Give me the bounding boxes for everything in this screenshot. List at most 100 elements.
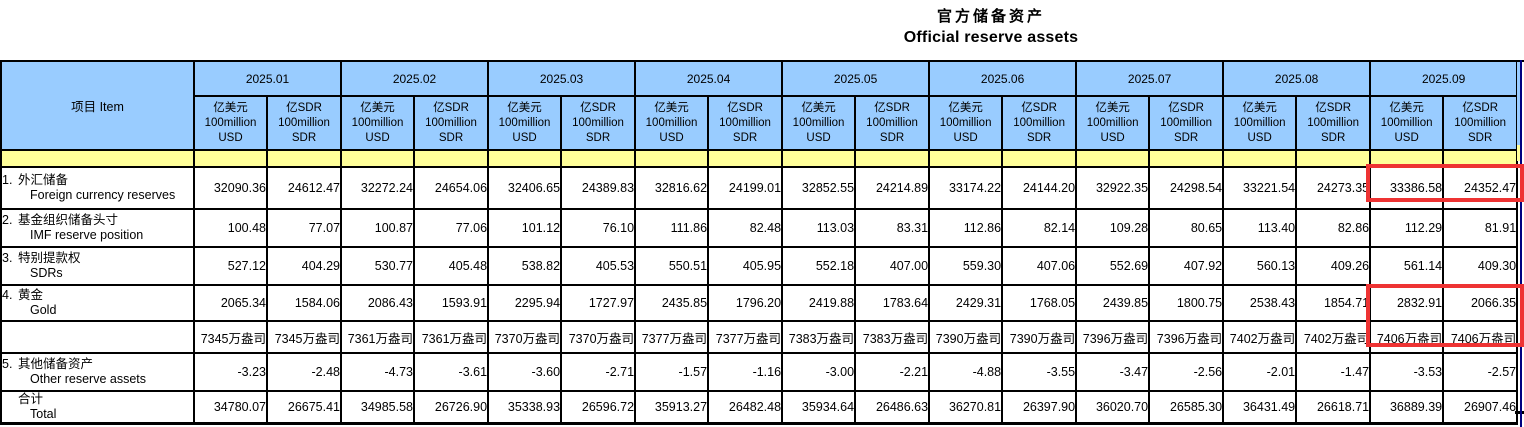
value-cell-sdrs-2025.03-usd: 538.82 bbox=[487, 246, 563, 286]
value-cell-other-reserve-assets-2025.04-sdr: -1.16 bbox=[707, 352, 784, 392]
item-cell-gold: 4. 黄金 Gold bbox=[0, 284, 195, 322]
item-cell-sdrs: 3. 特别提款权 SDRs bbox=[0, 246, 195, 286]
band-cell bbox=[1001, 149, 1078, 168]
value-cell-foreign-currency-reserves-2025.04-usd: 32816.62 bbox=[634, 166, 710, 210]
value-cell-foreign-currency-reserves-2025.04-sdr: 24199.01 bbox=[707, 166, 784, 210]
value-cell-gold-ounces-2025.09-usd: 7406万盎司 bbox=[1369, 320, 1445, 354]
row-label-zh: 外汇储备 bbox=[18, 173, 69, 187]
value-cell-gold-2025.07-sdr: 1800.75 bbox=[1148, 284, 1225, 322]
value-cell-imf-reserve-position-2025.04-sdr: 82.48 bbox=[707, 208, 784, 248]
value-cell-total-2025.02-sdr: 26726.90 bbox=[413, 390, 490, 425]
value-cell-other-reserve-assets-2025.03-usd: -3.60 bbox=[487, 352, 563, 392]
value-cell-imf-reserve-position-2025.05-sdr: 83.31 bbox=[854, 208, 931, 248]
row-label-en: SDRs bbox=[30, 266, 63, 280]
value-cell-sdrs-2025.01-usd: 527.12 bbox=[193, 246, 268, 286]
item-cell-foreign-currency-reserves: 1. 外汇储备 Foreign currency reserves bbox=[0, 166, 195, 210]
row-number: 1. bbox=[2, 173, 13, 187]
unit-header-sdr-2025.04: 亿SDR 100million SDR bbox=[707, 95, 784, 151]
value-cell-total-2025.09-sdr: 26907.46 bbox=[1442, 390, 1519, 425]
month-header-2025.06: 2025.06 bbox=[928, 60, 1078, 97]
value-cell-gold-2025.02-sdr: 1593.91 bbox=[413, 284, 490, 322]
value-cell-imf-reserve-position-2025.02-sdr: 77.06 bbox=[413, 208, 490, 248]
value-cell-other-reserve-assets-2025.01-sdr: -2.48 bbox=[265, 352, 343, 392]
value-cell-gold-ounces-2025.03-usd: 7370万盎司 bbox=[487, 320, 563, 354]
value-cell-other-reserve-assets-2025.06-usd: -4.88 bbox=[928, 352, 1004, 392]
value-cell-other-reserve-assets-2025.04-usd: -1.57 bbox=[634, 352, 710, 392]
value-cell-gold-2025.04-sdr: 1796.20 bbox=[707, 284, 784, 322]
value-cell-imf-reserve-position-2025.09-sdr: 81.91 bbox=[1442, 208, 1519, 248]
band-cell bbox=[1222, 149, 1298, 168]
value-cell-foreign-currency-reserves-2025.03-sdr: 24389.83 bbox=[560, 166, 637, 210]
value-cell-gold-ounces-2025.07-usd: 7396万盎司 bbox=[1075, 320, 1151, 354]
band-cell bbox=[413, 149, 490, 168]
value-cell-gold-ounces-2025.02-usd: 7361万盎司 bbox=[340, 320, 416, 354]
value-cell-sdrs-2025.08-usd: 560.13 bbox=[1222, 246, 1298, 286]
value-cell-other-reserve-assets-2025.05-usd: -3.00 bbox=[781, 352, 857, 392]
value-cell-total-2025.04-sdr: 26482.48 bbox=[707, 390, 784, 425]
value-cell-foreign-currency-reserves-2025.06-usd: 33174.22 bbox=[928, 166, 1004, 210]
unit-header-usd-2025.08: 亿美元 100million USD bbox=[1222, 95, 1298, 151]
value-cell-gold-2025.09-sdr: 2066.35 bbox=[1442, 284, 1519, 322]
unit-header-usd-2025.01: 亿美元 100million USD bbox=[193, 95, 268, 151]
value-cell-imf-reserve-position-2025.04-usd: 111.86 bbox=[634, 208, 710, 248]
value-cell-foreign-currency-reserves-2025.01-usd: 32090.36 bbox=[193, 166, 268, 210]
month-header-2025.04: 2025.04 bbox=[634, 60, 784, 97]
row-label-en: Other reserve assets bbox=[30, 372, 147, 386]
table-row-imf-reserve-position: 2. 基金组织储备头寸 IMF reserve position 100.48 77.0… bbox=[0, 208, 1519, 248]
value-cell-foreign-currency-reserves-2025.07-sdr: 24298.54 bbox=[1148, 166, 1225, 210]
item-cell-imf-reserve-position: 2. 基金组织储备头寸 IMF reserve position bbox=[0, 208, 195, 248]
row-label-zh: 其他储备资产 bbox=[18, 357, 94, 371]
row-number: 5. bbox=[2, 357, 13, 371]
unit-header-usd-2025.07: 亿美元 100million USD bbox=[1075, 95, 1151, 151]
row-label-zh: 特别提款权 bbox=[18, 251, 81, 265]
unit-header-sdr-2025.08: 亿SDR 100million SDR bbox=[1295, 95, 1372, 151]
value-cell-total-2025.08-usd: 36431.49 bbox=[1222, 390, 1298, 425]
value-cell-sdrs-2025.07-sdr: 407.92 bbox=[1148, 246, 1225, 286]
table-row-gold-ounces: 7345万盎司 7345万盎司 7361万盎司 7361万盎司 7370万盎司 7370万… bbox=[0, 320, 1519, 354]
row-label-en: Gold bbox=[30, 303, 57, 317]
value-cell-gold-2025.02-usd: 2086.43 bbox=[340, 284, 416, 322]
value-cell-total-2025.03-sdr: 26596.72 bbox=[560, 390, 637, 425]
value-cell-gold-2025.04-usd: 2435.85 bbox=[634, 284, 710, 322]
value-cell-total-2025.07-sdr: 26585.30 bbox=[1148, 390, 1225, 425]
month-header-2025.07: 2025.07 bbox=[1075, 60, 1225, 97]
value-cell-gold-ounces-2025.03-sdr: 7370万盎司 bbox=[560, 320, 637, 354]
month-header-2025.03: 2025.03 bbox=[487, 60, 637, 97]
value-cell-gold-ounces-2025.05-usd: 7383万盎司 bbox=[781, 320, 857, 354]
value-cell-other-reserve-assets-2025.08-sdr: -1.47 bbox=[1295, 352, 1372, 392]
clipped-next-column-band bbox=[1517, 145, 1521, 161]
row-label-en: IMF reserve position bbox=[30, 228, 144, 242]
unit-header-usd-2025.09: 亿美元 100million USD bbox=[1369, 95, 1445, 151]
value-cell-foreign-currency-reserves-2025.06-sdr: 24144.20 bbox=[1001, 166, 1078, 210]
value-cell-foreign-currency-reserves-2025.07-usd: 32922.35 bbox=[1075, 166, 1151, 210]
page-title-zh: 官方储备资产 bbox=[936, 8, 1045, 25]
table-body: 1. 外汇储备 Foreign currency reserves 32090.36 2… bbox=[0, 166, 1519, 425]
value-cell-other-reserve-assets-2025.09-usd: -3.53 bbox=[1369, 352, 1445, 392]
band-cell bbox=[1295, 149, 1372, 168]
band-cell bbox=[1369, 149, 1445, 168]
band-cell bbox=[781, 149, 857, 168]
band-cell bbox=[707, 149, 784, 168]
unit-header-usd-2025.06: 亿美元 100million USD bbox=[928, 95, 1004, 151]
value-cell-sdrs-2025.06-sdr: 407.06 bbox=[1001, 246, 1078, 286]
value-cell-gold-2025.01-sdr: 1584.06 bbox=[265, 284, 343, 322]
month-header-2025.09: 2025.09 bbox=[1369, 60, 1519, 97]
table-bottom-border-extension bbox=[1515, 411, 1524, 414]
value-cell-imf-reserve-position-2025.07-sdr: 80.65 bbox=[1148, 208, 1225, 248]
row-number: 2. bbox=[2, 213, 13, 227]
value-cell-gold-ounces-2025.01-usd: 7345万盎司 bbox=[193, 320, 268, 354]
unit-header-usd-2025.04: 亿美元 100million USD bbox=[634, 95, 710, 151]
value-cell-other-reserve-assets-2025.06-sdr: -3.55 bbox=[1001, 352, 1078, 392]
value-cell-foreign-currency-reserves-2025.08-usd: 33221.54 bbox=[1222, 166, 1298, 210]
value-cell-sdrs-2025.02-usd: 530.77 bbox=[340, 246, 416, 286]
table-row-total: 合计 Total 34780.07 26675.41 34985.58 26726.90 3… bbox=[0, 390, 1519, 425]
value-cell-sdrs-2025.01-sdr: 404.29 bbox=[265, 246, 343, 286]
band-cell bbox=[560, 149, 637, 168]
value-cell-sdrs-2025.05-sdr: 407.00 bbox=[854, 246, 931, 286]
value-cell-gold-2025.06-sdr: 1768.05 bbox=[1001, 284, 1078, 322]
value-cell-foreign-currency-reserves-2025.02-usd: 32272.24 bbox=[340, 166, 416, 210]
page-title-en: Official reserve assets bbox=[903, 29, 1079, 46]
table-top-border-extension bbox=[1515, 60, 1524, 62]
value-cell-gold-2025.01-usd: 2065.34 bbox=[193, 284, 268, 322]
